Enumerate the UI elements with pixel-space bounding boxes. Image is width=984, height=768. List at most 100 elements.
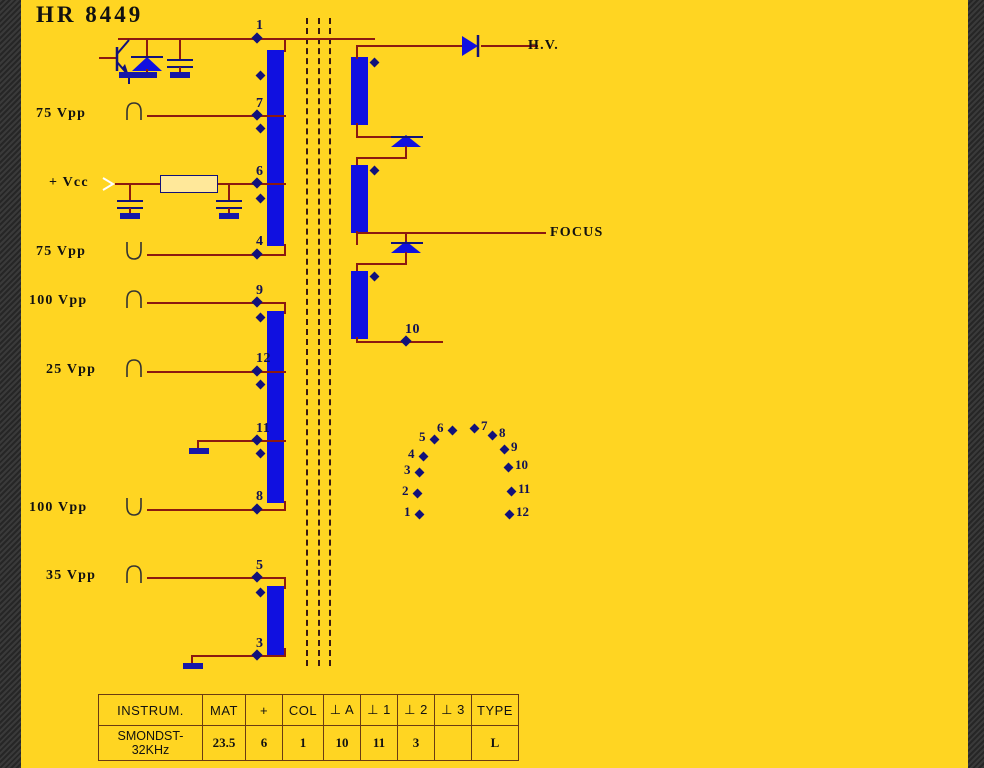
spec-header-cell: ⊥ 1 xyxy=(360,694,398,726)
wire-pin1-top xyxy=(118,38,258,40)
spec-header-cell: ⊥ A xyxy=(323,694,361,726)
wire-pin5-down xyxy=(284,577,286,589)
pin3-ground-symbol xyxy=(183,663,203,669)
pinout-label-9: 9 xyxy=(511,439,518,454)
wire-pin4-up xyxy=(284,244,286,256)
wire-vcc-cap2 xyxy=(228,183,230,201)
vcc-cap1-plate-top xyxy=(117,200,143,202)
wire-pin3-gnd xyxy=(191,655,193,664)
wire-hv-b xyxy=(481,45,538,47)
wire-pin9-down xyxy=(284,302,286,314)
waveform-hump-up-icon-12 xyxy=(126,359,142,377)
capacitor-plate-top xyxy=(167,59,193,61)
page-title: HR 8449 xyxy=(36,2,144,27)
winding-dot-6 xyxy=(255,193,266,204)
core-line-2 xyxy=(318,18,320,666)
wire-pin5-a xyxy=(147,577,258,579)
pinout-label-1: 1 xyxy=(404,504,411,519)
spec-header-cell: INSTRUM. xyxy=(98,694,203,726)
spec-header-cell: TYPE xyxy=(471,694,519,726)
wire-cap1-top xyxy=(179,38,181,60)
input-label-25vpp: 25 Vpp xyxy=(46,362,97,377)
winding-dot-9 xyxy=(255,312,266,323)
spec-data-cell: 1 xyxy=(282,725,324,761)
schematic-sheet: HR 8449 1 xyxy=(21,0,968,768)
secondary-dot-3 xyxy=(369,271,380,282)
pin-label-10: 10 xyxy=(405,322,420,337)
pinout-dot-10 xyxy=(503,462,514,473)
transistor-ground xyxy=(119,72,139,78)
pinout-label-6: 6 xyxy=(437,420,444,435)
pinout-dot-6 xyxy=(447,425,458,436)
pin-label-7: 7 xyxy=(256,96,264,111)
spec-data-cell: 11 xyxy=(360,725,398,761)
wire-zener1-out xyxy=(405,146,407,158)
wire-pin12-b xyxy=(258,371,286,373)
input-label-35vpp: 35 Vpp xyxy=(46,568,97,583)
vcc-cap2-ground xyxy=(219,213,239,219)
spec-data-cell: L xyxy=(471,725,519,761)
vcc-cap1-ground xyxy=(120,213,140,219)
pinout-label-7: 7 xyxy=(481,418,488,433)
spec-table-body: SMONDST-32KHz 23.5 6 1 10 11 3 L xyxy=(98,725,519,761)
winding-dot-11 xyxy=(255,448,266,459)
spec-header-cell: ⊥ 2 xyxy=(397,694,435,726)
wire-pin12-a xyxy=(147,371,258,373)
wire-pin11-a xyxy=(197,440,258,442)
wire-pin9-a xyxy=(147,302,258,304)
wire-zener1-to-sec2 xyxy=(356,157,407,159)
spec-table-header-row: INSTRUM. MAT + COL ⊥ A ⊥ 1 ⊥ 2 ⊥ 3 TYPE xyxy=(98,694,519,726)
output-label-hv: H.V. xyxy=(528,38,559,53)
input-label-100vpp-a: 100 Vpp xyxy=(29,293,88,308)
pin-label-3: 3 xyxy=(256,636,264,651)
resistor-symbol xyxy=(160,175,218,193)
wire-cap1-bottom xyxy=(179,67,181,73)
wire-pin9-b xyxy=(258,302,286,304)
primary-winding-1-4 xyxy=(267,50,284,246)
winding-dot-12 xyxy=(255,379,266,390)
wire-pin1-down xyxy=(284,38,286,52)
pin-node-12 xyxy=(251,365,263,377)
waveform-hump-down-icon-8 xyxy=(126,498,142,516)
spec-header-cell: MAT xyxy=(202,694,246,726)
wire-hv-up xyxy=(356,45,358,59)
wire-zener2-out xyxy=(405,252,407,264)
pinout-label-8: 8 xyxy=(499,425,506,440)
wire-sec3-up xyxy=(356,263,358,273)
pinout-dot-11 xyxy=(506,486,517,497)
wire-hv-a xyxy=(356,45,466,47)
pin-node-4 xyxy=(251,248,263,260)
pinout-dot-12 xyxy=(504,509,515,520)
pin-label-8: 8 xyxy=(256,489,264,504)
pin-label-9: 9 xyxy=(256,283,264,298)
table-row: SMONDST-32KHz 23.5 6 1 10 11 3 L xyxy=(98,725,519,761)
secondary-dot-1 xyxy=(369,57,380,68)
pinout-label-5: 5 xyxy=(419,429,426,444)
wire-sec1-to-zener xyxy=(356,136,406,138)
secondary-dot-2 xyxy=(369,165,380,176)
pinout-dot-5 xyxy=(429,434,440,445)
wire-vcc-cap2-gnd xyxy=(228,208,230,214)
spec-data-cell: SMONDST-32KHz xyxy=(98,725,203,761)
wire-pin7-b xyxy=(258,115,286,117)
zener-diode-1-icon xyxy=(391,135,423,147)
spec-data-cell: 10 xyxy=(323,725,361,761)
primary-winding-9-8 xyxy=(267,311,284,503)
wire-pin8-b xyxy=(258,509,286,511)
pinout-dot-7 xyxy=(469,423,480,434)
pin-label-6: 6 xyxy=(256,164,264,179)
core-line-1 xyxy=(306,18,308,666)
pin-label-12: 12 xyxy=(256,351,271,366)
waveform-hump-up-icon-5 xyxy=(126,565,142,583)
secondary-winding-3 xyxy=(351,271,368,339)
spec-header-cell: ⊥ 3 xyxy=(434,694,472,726)
wire-zener2-in xyxy=(405,232,407,242)
wire-pin11-b xyxy=(258,440,286,442)
spec-header-cell: COL xyxy=(282,694,324,726)
spec-data-cell xyxy=(434,725,472,761)
pin-label-11: 11 xyxy=(256,421,271,436)
pinout-label-11: 11 xyxy=(518,481,531,496)
wire-vcc-cap1 xyxy=(129,183,131,201)
wire-pin7-a xyxy=(147,115,258,117)
wire-pin4-a xyxy=(147,254,258,256)
